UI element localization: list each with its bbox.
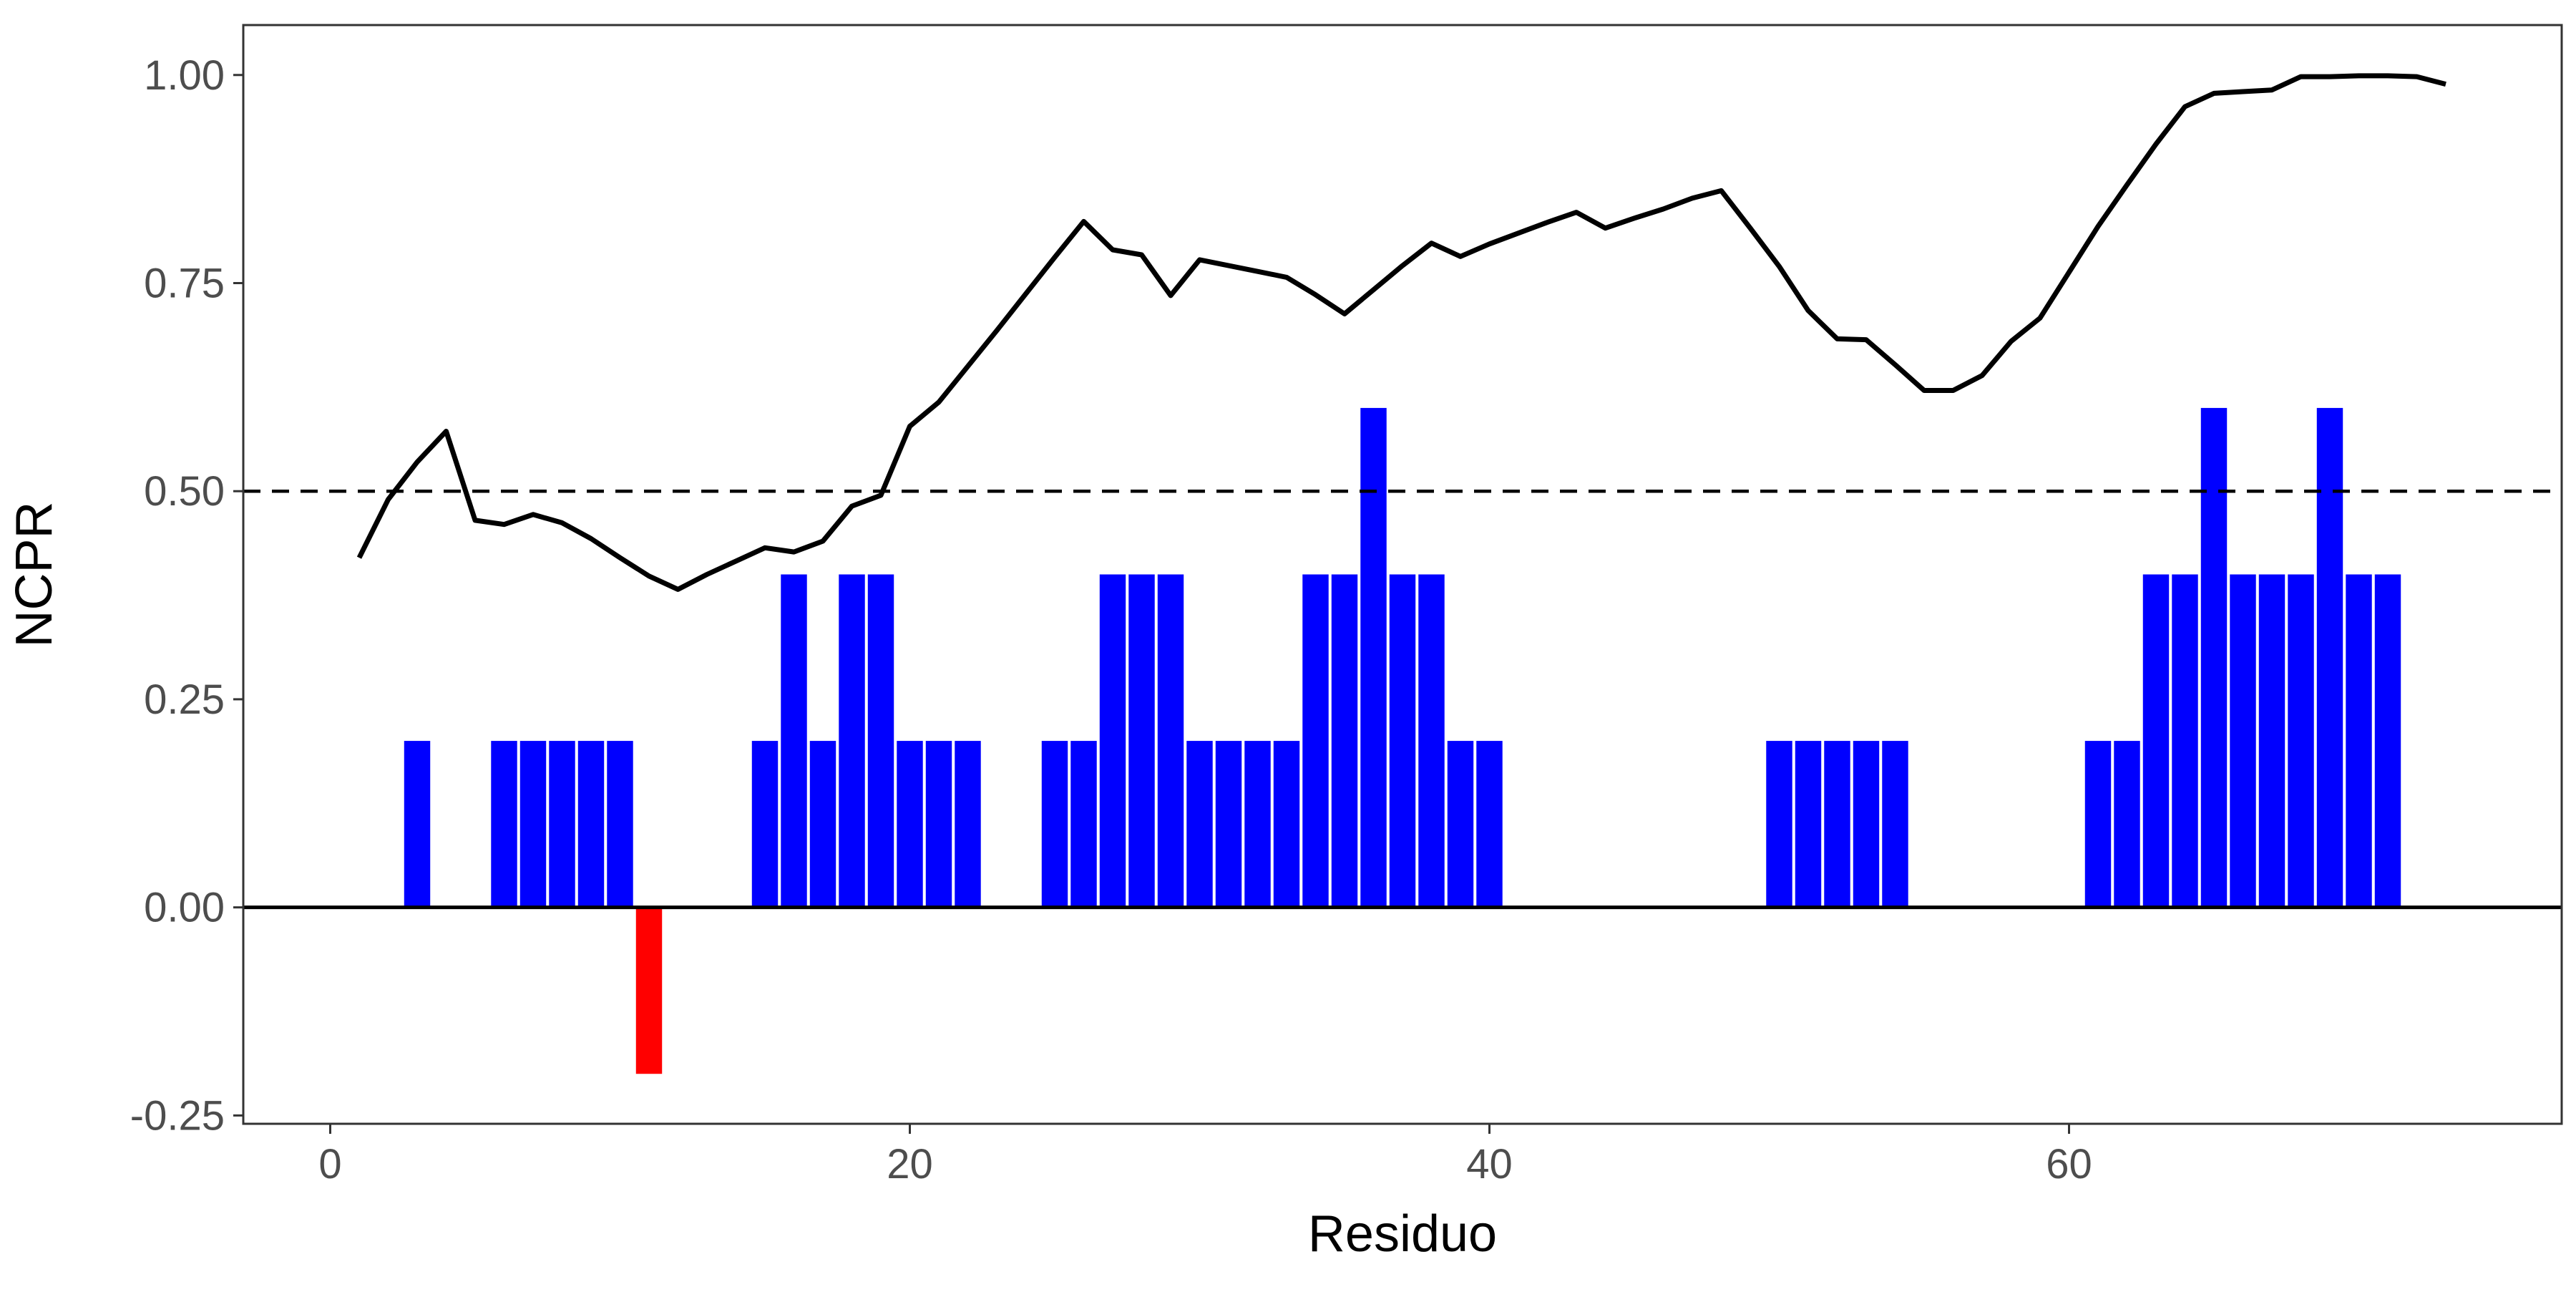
- bar-residue-69: [2316, 407, 2343, 908]
- bar-residue-28: [1128, 574, 1155, 908]
- bar-residue-67: [2258, 574, 2285, 908]
- bar-residue-33: [1273, 741, 1300, 908]
- bar-residue-51: [1795, 741, 1822, 908]
- bar-residue-9: [577, 741, 605, 908]
- y-axis-title: NCPR: [6, 501, 63, 647]
- bar-residue-54: [1882, 741, 1908, 908]
- panel-border: [242, 24, 2563, 1125]
- y-tick-label: 0.75: [144, 260, 225, 306]
- bar-residue-19: [867, 574, 894, 908]
- bar-residue-68: [2288, 574, 2314, 908]
- bar-residue-11: [635, 907, 663, 1074]
- bar-residue-38: [1418, 574, 1445, 908]
- x-axis: 0 20 40 60: [318, 1124, 2092, 1187]
- y-tick-label: -0.25: [130, 1092, 225, 1139]
- bar-residue-34: [1302, 574, 1329, 908]
- bar-residue-61: [2084, 741, 2112, 908]
- bar-residue-27: [1099, 574, 1126, 908]
- bar-residue-15: [751, 741, 779, 908]
- bar-residue-20: [897, 741, 923, 908]
- bar-residue-3: [404, 741, 431, 908]
- bar-residue-22: [955, 741, 981, 908]
- y-axis: -0.25 0.00 0.25 0.50 0.75 1.00: [130, 52, 243, 1139]
- bar-residue-35: [1331, 574, 1358, 908]
- line-layer: [356, 73, 2446, 592]
- y-tick-label: 1.00: [144, 52, 225, 99]
- bar-residue-8: [549, 741, 575, 908]
- bar-residue-65: [2200, 407, 2228, 908]
- x-tick-label: 40: [1466, 1141, 1513, 1187]
- y-tick-label: 0.00: [144, 885, 225, 931]
- x-tick-label: 0: [318, 1141, 341, 1187]
- bar-residue-30: [1186, 741, 1213, 908]
- bar-residue-39: [1447, 741, 1474, 908]
- bar-residue-7: [519, 741, 547, 908]
- bar-residue-6: [491, 741, 517, 908]
- x-tick-label: 60: [2046, 1141, 2092, 1187]
- bar-residue-21: [925, 741, 952, 908]
- x-tick-label: 20: [887, 1141, 933, 1187]
- bar-residue-52: [1824, 741, 1850, 908]
- bar-residue-70: [2346, 574, 2372, 908]
- bar-residue-18: [839, 574, 865, 908]
- y-tick-label: 0.50: [144, 468, 225, 515]
- bar-residue-62: [2114, 741, 2140, 908]
- bar-residue-71: [2374, 574, 2401, 908]
- bar-residue-17: [809, 741, 836, 908]
- x-axis-title: Residuo: [1308, 1205, 1497, 1263]
- bar-residue-10: [607, 741, 633, 908]
- bar-residue-40: [1476, 741, 1503, 908]
- ncpr-window-line: [356, 73, 2446, 592]
- bar-residue-66: [2230, 574, 2256, 908]
- bar-residue-64: [2172, 574, 2198, 908]
- bar-residue-37: [1389, 574, 1416, 908]
- bar-residue-29: [1157, 574, 1184, 908]
- bar-residue-50: [1766, 741, 1792, 908]
- bar-residue-63: [2142, 574, 2170, 908]
- bar-residue-36: [1360, 407, 1387, 908]
- y-tick-label: 0.25: [144, 676, 225, 723]
- bar-residue-31: [1215, 741, 1242, 908]
- bar-residue-16: [781, 574, 807, 908]
- reference-lines: [243, 489, 2562, 910]
- bar-residue-32: [1244, 741, 1271, 908]
- bar-residue-26: [1070, 741, 1097, 908]
- bar-residue-53: [1853, 741, 1880, 908]
- bar-residue-25: [1041, 741, 1068, 908]
